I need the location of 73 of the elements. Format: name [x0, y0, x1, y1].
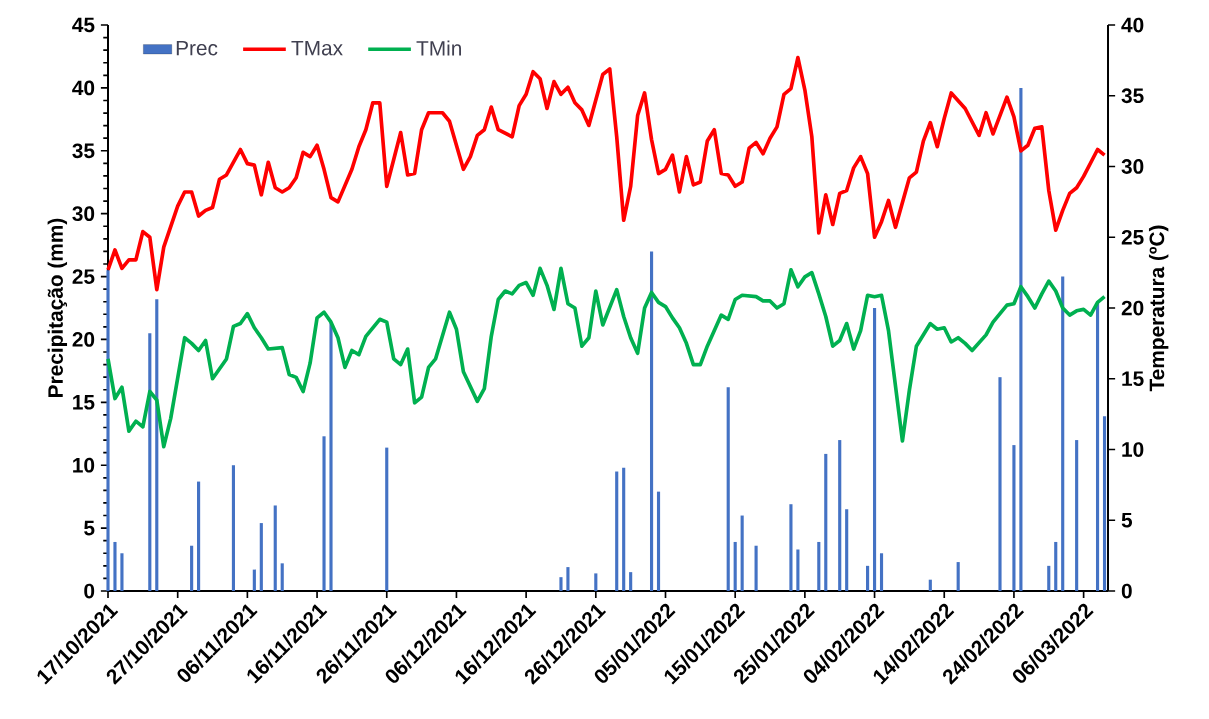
y2-tick-label: 0 — [1121, 583, 1132, 599]
y2-tick-label: 35 — [1121, 88, 1144, 104]
bar — [866, 565, 870, 591]
y2-axis-title: Temperatura (ºC) — [1148, 225, 1169, 392]
bar — [259, 523, 263, 591]
y-tick-label: 30 — [72, 206, 95, 222]
bar — [998, 377, 1002, 591]
bar — [1012, 445, 1016, 591]
legend-label: TMax — [291, 40, 343, 56]
line-series — [106, 55, 1107, 292]
bar — [559, 577, 563, 591]
line-series — [106, 266, 1107, 449]
bar — [1019, 87, 1023, 591]
bar — [106, 270, 110, 591]
bar — [190, 545, 194, 591]
bar — [754, 545, 758, 591]
bar — [385, 447, 389, 591]
y-tick-label: 40 — [72, 80, 95, 96]
y-tick-label: 45 — [72, 17, 95, 33]
y-tick-label: 20 — [72, 332, 95, 347]
bar — [656, 491, 661, 591]
bar — [824, 453, 828, 591]
bar — [796, 549, 800, 591]
bar — [956, 562, 960, 591]
bar — [845, 509, 849, 591]
y-tick-label: 5 — [84, 520, 95, 536]
bar — [273, 505, 277, 591]
legend-label: TMin — [416, 40, 461, 56]
bar — [629, 572, 633, 591]
bar — [322, 436, 326, 591]
bar — [615, 471, 619, 591]
bar — [197, 481, 201, 591]
bar — [148, 333, 152, 591]
bar — [817, 541, 821, 591]
bar — [726, 387, 730, 591]
bar — [113, 541, 117, 591]
bar — [879, 553, 884, 591]
bar — [928, 579, 932, 591]
bar — [329, 323, 333, 591]
y-tick-label: 25 — [72, 269, 95, 284]
y-axis-title: Precipitação (mm) — [47, 218, 68, 397]
y2-tick-label: 40 — [1121, 17, 1144, 33]
bar — [872, 308, 877, 591]
y2-tick-label: 20 — [1121, 300, 1144, 316]
y2-tick-label: 5 — [1121, 512, 1133, 528]
bar — [733, 541, 737, 591]
bar — [740, 515, 744, 591]
y-tick-label: 10 — [73, 457, 95, 473]
bar — [838, 440, 842, 591]
bar — [622, 467, 626, 591]
bar — [1075, 440, 1079, 591]
y-tick-label: 15 — [73, 395, 95, 410]
bar — [1061, 276, 1065, 591]
bar — [1054, 541, 1058, 591]
legend-label: Prec — [176, 40, 218, 56]
bar — [1047, 565, 1051, 591]
bar — [252, 569, 256, 591]
y-tick-label: 0 — [84, 583, 95, 599]
y2-tick-label: 30 — [1121, 159, 1144, 174]
bar — [231, 465, 236, 591]
y2-tick-label: 15 — [1122, 371, 1144, 387]
bar — [1095, 301, 1100, 591]
bar — [120, 553, 124, 591]
y-tick-label: 35 — [72, 143, 95, 159]
bar — [594, 573, 598, 591]
y2-tick-label: 25 — [1121, 229, 1144, 245]
bar — [649, 251, 654, 591]
bar — [1102, 416, 1107, 591]
bar — [280, 563, 284, 591]
bar — [155, 299, 159, 591]
bar — [789, 504, 793, 591]
bar — [566, 567, 570, 591]
y2-tick-label: 10 — [1122, 442, 1144, 457]
